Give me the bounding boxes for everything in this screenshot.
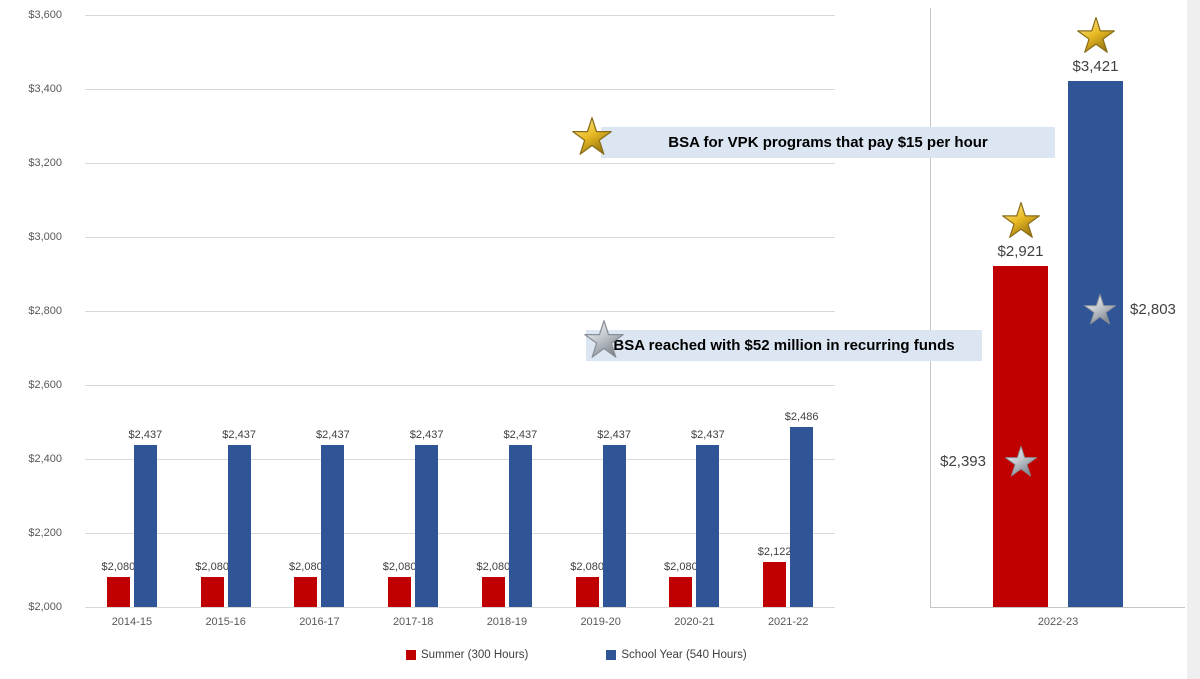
bar-school-year-2019-20	[602, 445, 626, 607]
y-tick-label: $3,600	[28, 9, 62, 21]
gridline-2400	[85, 459, 835, 460]
bar-value-label: $2,437	[691, 429, 725, 442]
bar-value-label: $2,080	[195, 561, 229, 574]
x-tick-label: 2015-16	[205, 616, 246, 628]
legend-label-summer: Summer (300 Hours)	[421, 649, 529, 661]
bar-value-label: $2,486	[784, 411, 819, 424]
bar-value-label: $2,080	[476, 561, 511, 574]
annotation-banner-gold: BSA for VPK programs that pay $15 per ho…	[601, 127, 1055, 158]
x-tick-label: 2018-19	[486, 616, 528, 628]
bar-summer-2020-21	[669, 577, 693, 607]
legend-item-summer: Summer (300 Hours)	[406, 649, 528, 661]
bar-value-label: $2,437	[316, 429, 350, 442]
legend-label-school-year: School Year (540 Hours)	[621, 649, 747, 661]
x-tick-label: 2021-22	[767, 616, 809, 628]
bar-school-year-2020-21	[696, 445, 720, 607]
gridline-3600	[85, 15, 835, 16]
legend-swatch-summer	[406, 650, 416, 660]
y-tick-label: $2,400	[28, 453, 62, 465]
gridline-2800	[85, 311, 835, 312]
legend-item-school-year: School Year (540 Hours)	[606, 649, 747, 661]
y-tick-label: $2,000	[28, 601, 62, 613]
y-tick-label: $3,000	[28, 231, 62, 243]
x-tick-label: 2022-23	[1037, 616, 1079, 628]
bar-summer-2018-19	[481, 577, 505, 607]
bar-summer-2016-17	[294, 577, 318, 607]
annotation-banner-silver: BSA reached with $52 million in recurrin…	[586, 330, 982, 361]
bar-value-label: $2,080	[570, 561, 604, 574]
bar-value-label: $2,437	[222, 429, 256, 442]
marker-value-label: $2,803	[1130, 300, 1176, 318]
bar-value-label: $2,437	[597, 429, 631, 442]
bar-school-year-2014-15	[133, 445, 157, 607]
x-tick-label: 2017-18	[392, 616, 434, 628]
silver-star-icon	[1083, 293, 1117, 325]
silver-star-icon	[583, 319, 625, 361]
chart-legend: Summer (300 Hours) School Year (540 Hours…	[406, 649, 747, 661]
bar-school-year-2017-18	[415, 445, 439, 607]
bar-school-year-2015-16	[227, 445, 251, 607]
bar-summer-2022-23	[993, 266, 1048, 607]
gold-star-icon	[572, 117, 612, 155]
bar-value-label: $2,437	[128, 429, 163, 442]
right-gutter	[1187, 0, 1200, 679]
x-tick-label: 2020-21	[674, 616, 715, 628]
bar-value-label-large: $3,421	[1072, 58, 1119, 76]
y-tick-label: $2,800	[28, 305, 62, 317]
marker-value-label: $2,393	[940, 452, 986, 470]
bar-value-label: $2,080	[382, 561, 417, 574]
annotation-text-gold: BSA for VPK programs that pay $15 per ho…	[668, 134, 988, 151]
gold-star-icon	[1001, 202, 1040, 239]
silver-star-marker-icon	[1004, 445, 1038, 479]
gold-star-icon	[1076, 17, 1115, 54]
right-y-axis-line	[930, 8, 931, 607]
x-tick-label: 2016-17	[299, 616, 340, 628]
bar-value-label: $2,122	[757, 545, 792, 558]
bar-value-label: $2,080	[289, 561, 323, 574]
y-tick-label: $2,200	[28, 527, 62, 539]
bar-summer-2015-16	[200, 577, 224, 607]
gold-star-icon	[1076, 16, 1116, 56]
bar-summer-2014-15	[106, 577, 130, 607]
bar-summer-2021-22	[763, 561, 787, 607]
bar-school-year-2022-23	[1068, 81, 1123, 607]
annotation-text-silver: BSA reached with $52 million in recurrin…	[613, 337, 955, 354]
silver-star-marker-icon	[1083, 293, 1117, 327]
silver-star-icon	[1004, 445, 1037, 476]
y-tick-label: $3,200	[28, 157, 62, 169]
bar-summer-2019-20	[575, 577, 599, 607]
gridline-2200	[85, 533, 835, 534]
y-tick-label: $3,400	[28, 83, 62, 95]
gridline-3200	[85, 163, 835, 164]
bar-value-label: $2,437	[503, 429, 538, 442]
x-tick-label: 2019-20	[580, 616, 621, 628]
legend-swatch-school-year	[606, 650, 617, 660]
bar-value-label-large: $2,921	[997, 243, 1044, 261]
bar-summer-2017-18	[388, 577, 412, 607]
gridline-3000	[85, 237, 835, 238]
bar-value-label: $2,080	[664, 561, 698, 574]
gold-star-icon	[571, 116, 613, 158]
y-tick-label: $2,600	[28, 379, 62, 391]
bar-value-label: $2,437	[409, 429, 444, 442]
bar-school-year-2018-19	[508, 445, 532, 607]
silver-star-icon	[584, 320, 624, 358]
gridline-2600	[85, 385, 835, 386]
bar-school-year-2021-22	[790, 427, 814, 607]
bar-value-label: $2,080	[101, 561, 136, 574]
x-tick-label: 2014-15	[111, 616, 153, 628]
gridline-2000	[85, 607, 835, 608]
gridline-3400	[85, 89, 835, 90]
bar-school-year-2016-17	[321, 445, 345, 607]
right-x-axis-line	[930, 607, 1185, 608]
gold-star-icon	[1001, 201, 1041, 241]
